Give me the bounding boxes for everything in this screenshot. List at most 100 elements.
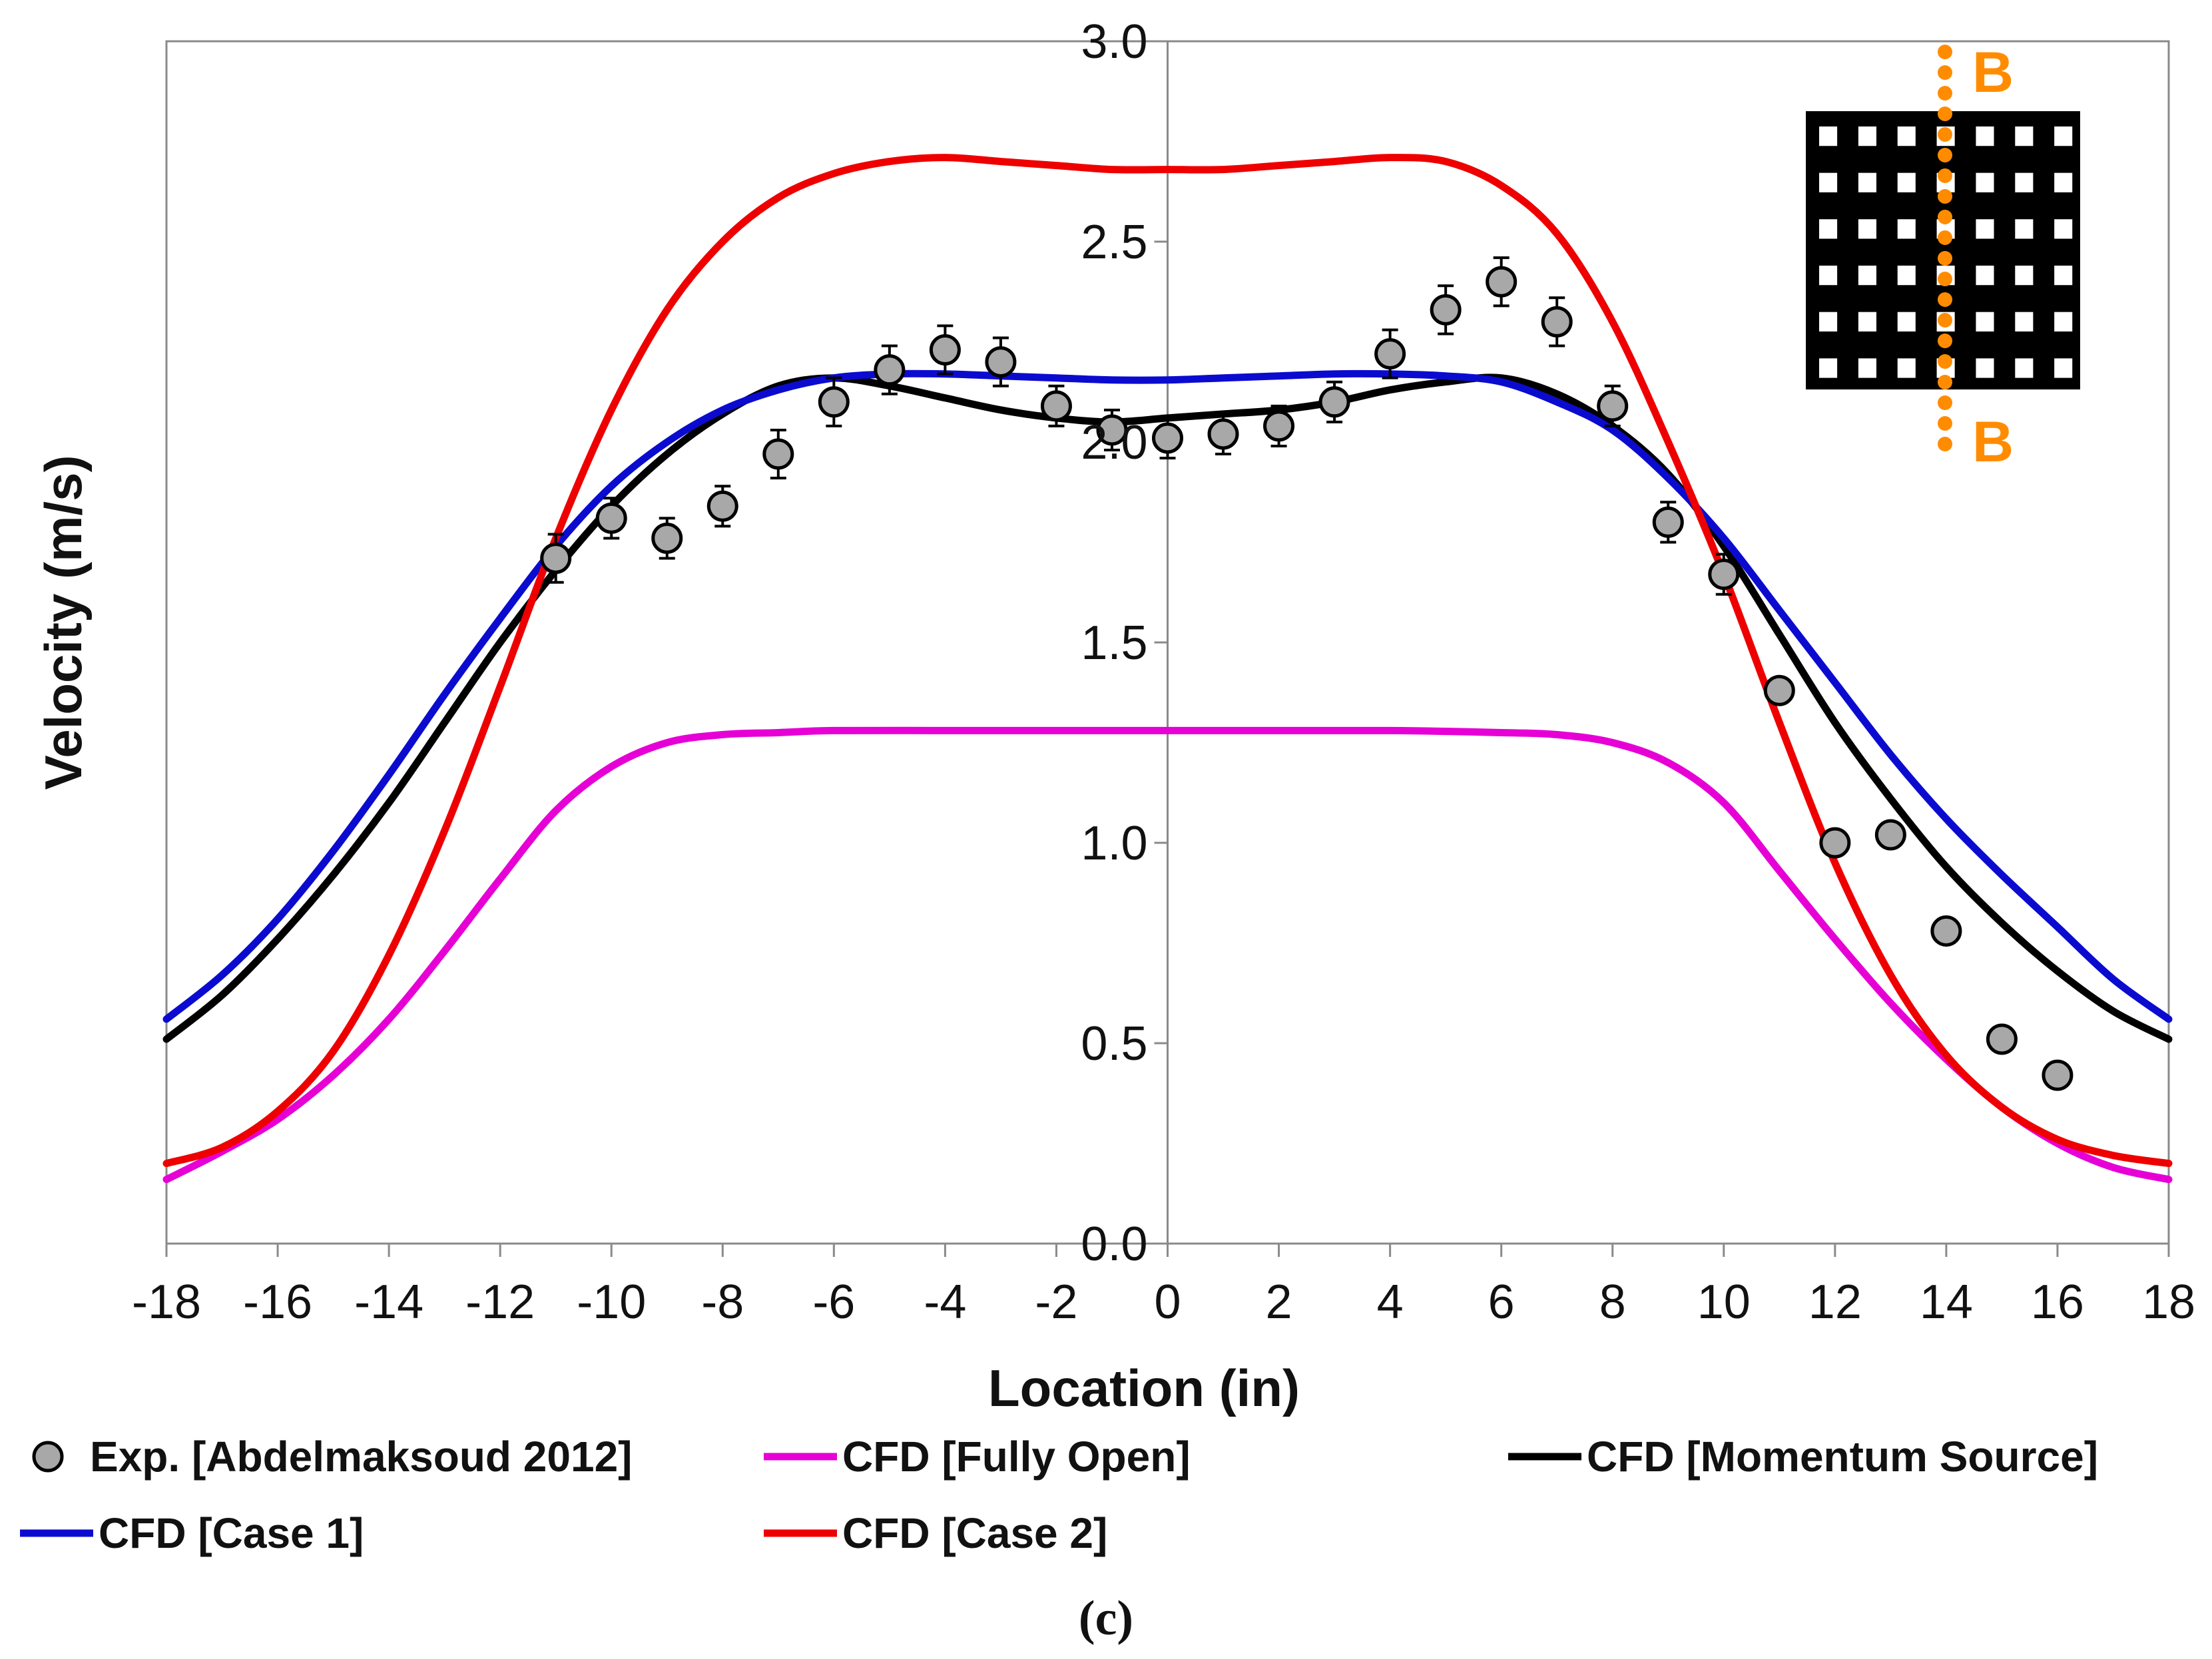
experimental-point — [1040, 390, 1072, 422]
inset-grid-cell — [1819, 219, 1838, 239]
x-tick-label: 12 — [1808, 1276, 1862, 1329]
x-tick-label: 6 — [1488, 1276, 1515, 1329]
y-tick-label: 3.0 — [1081, 15, 1147, 69]
inset-grid-cell — [1858, 172, 1876, 192]
inset-grid-cell — [1858, 358, 1876, 378]
inset-section-dot — [1938, 107, 1952, 121]
inset-grid-cell — [2054, 219, 2073, 239]
panel-label: (c) — [1079, 1591, 1133, 1646]
legend-marker-circle — [32, 1441, 64, 1473]
x-tick-label: 18 — [2142, 1276, 2195, 1329]
inset-grid-cell — [2015, 358, 2034, 378]
inset-section-dot — [1938, 86, 1952, 101]
x-tick-label: 10 — [1697, 1276, 1751, 1329]
inset-section-dot — [1938, 148, 1952, 162]
experimental-point — [1486, 266, 1518, 298]
y-tick-label: 1.0 — [1081, 817, 1147, 870]
experimental-point — [1708, 559, 1740, 591]
inset-grid-cell — [1897, 312, 1916, 332]
inset-grid-cell — [1897, 172, 1916, 192]
inset-section-dot — [1938, 272, 1952, 286]
experimental-point — [595, 502, 627, 534]
inset-section-dot — [1938, 210, 1952, 224]
legend-label: CFD [Case 1] — [99, 1509, 364, 1557]
experimental-point — [874, 354, 906, 386]
inset-grid-cell — [1976, 219, 1994, 239]
inset-section-dot — [1938, 416, 1952, 431]
inset-section-dot — [1938, 189, 1952, 204]
inset-grid-cell — [2015, 172, 2034, 192]
x-tick-label: 16 — [2031, 1276, 2084, 1329]
inset-section-dot — [1938, 230, 1952, 245]
experimental-point — [1318, 386, 1350, 418]
x-tick-label: 4 — [1377, 1276, 1404, 1329]
legend-item-experimental: Exp. [Abdelmaksoud 2012] — [32, 1433, 632, 1481]
y-tick-label: 1.5 — [1081, 616, 1147, 670]
x-tick-label: -6 — [812, 1276, 855, 1329]
experimental-point — [1430, 294, 1462, 326]
inset-section-dot — [1938, 292, 1952, 307]
experimental-point — [1763, 674, 1795, 706]
inset-grid-cell — [2054, 358, 2073, 378]
inset-grid-cell — [1897, 126, 1916, 146]
x-tick-label: -12 — [465, 1276, 535, 1329]
y-axis-title: Velocity (m/s) — [34, 455, 93, 790]
inset-section-dot — [1938, 168, 1952, 183]
inset-grid-cell — [1976, 265, 1994, 286]
inset-grid-cell — [1858, 265, 1876, 286]
inset-section-dot — [1938, 251, 1952, 266]
inset-grid-cell — [1819, 126, 1838, 146]
legend-item-momentum-source: CFD [Momentum Source] — [1508, 1433, 2098, 1481]
inset-grid-cell — [2054, 172, 2073, 192]
inset-grid-cell — [1976, 172, 1994, 192]
experimental-point — [540, 543, 572, 575]
experimental-point — [1541, 306, 1573, 338]
x-axis-title: Location (in) — [988, 1359, 1300, 1417]
inset-grid-cell — [2015, 126, 2034, 146]
legend: Exp. [Abdelmaksoud 2012] CFD [Fully Open]… — [20, 1433, 2098, 1557]
experimental-point — [1986, 1023, 2018, 1055]
experimental-point — [1263, 410, 1295, 442]
inset-grid-cell — [1858, 219, 1876, 239]
inset-section-dot — [1938, 45, 1952, 59]
inset-grid-cell — [1897, 265, 1916, 286]
experimental-point — [1096, 414, 1128, 446]
inset-grid-cell — [1897, 219, 1916, 239]
inset-section-dot — [1938, 437, 1952, 451]
x-tick-label: -4 — [924, 1276, 966, 1329]
inset-grid-cell — [2015, 219, 2034, 239]
series-line-case-1 — [162, 369, 2173, 1023]
legend-label: CFD [Momentum Source] — [1587, 1433, 2098, 1481]
experimental-point — [1597, 390, 1629, 422]
inset-grid-cell — [1976, 358, 1994, 378]
inset-grid-cell — [1897, 358, 1916, 378]
inset-grid-cell — [1819, 358, 1838, 378]
legend-label: CFD [Case 2] — [842, 1509, 1107, 1557]
tick-labels-layer: -18 -16 -14 -12 -10 -8 -6 -4 -2 0 2 4 6 8 10 12 14 16 18 0.… — [132, 15, 2195, 1329]
series-line-fully-open — [162, 726, 2173, 1184]
x-tick-label: 14 — [1920, 1276, 1973, 1329]
inset-section-dot — [1938, 395, 1952, 410]
x-tick-label: -14 — [354, 1276, 423, 1329]
plot-frame-layer — [165, 40, 2170, 1257]
inset-grid-cell — [2054, 312, 2073, 332]
inset-section-dot — [1938, 313, 1952, 328]
y-tick-label: 2.5 — [1081, 216, 1147, 269]
y-tick-label: 0.5 — [1081, 1017, 1147, 1070]
experimental-point — [762, 438, 794, 470]
experimental-points-layer — [540, 256, 2074, 1091]
inset-grid-cell — [2054, 265, 2073, 286]
experimental-point — [1930, 915, 1962, 947]
inset-grid-cell — [1976, 312, 1994, 332]
experimental-point — [1207, 418, 1239, 450]
inset-grid-cell — [1858, 126, 1876, 146]
experimental-point — [1652, 506, 1684, 538]
inset-grid-cell — [1858, 312, 1876, 332]
experimental-point — [1152, 422, 1183, 454]
inset-grid-cell — [2015, 312, 2034, 332]
x-tick-label: -2 — [1035, 1276, 1077, 1329]
legend-label: Exp. [Abdelmaksoud 2012] — [90, 1433, 632, 1481]
x-tick-label: -18 — [132, 1276, 201, 1329]
x-tick-label: -16 — [243, 1276, 312, 1329]
inset-grid-cell — [1819, 172, 1838, 192]
